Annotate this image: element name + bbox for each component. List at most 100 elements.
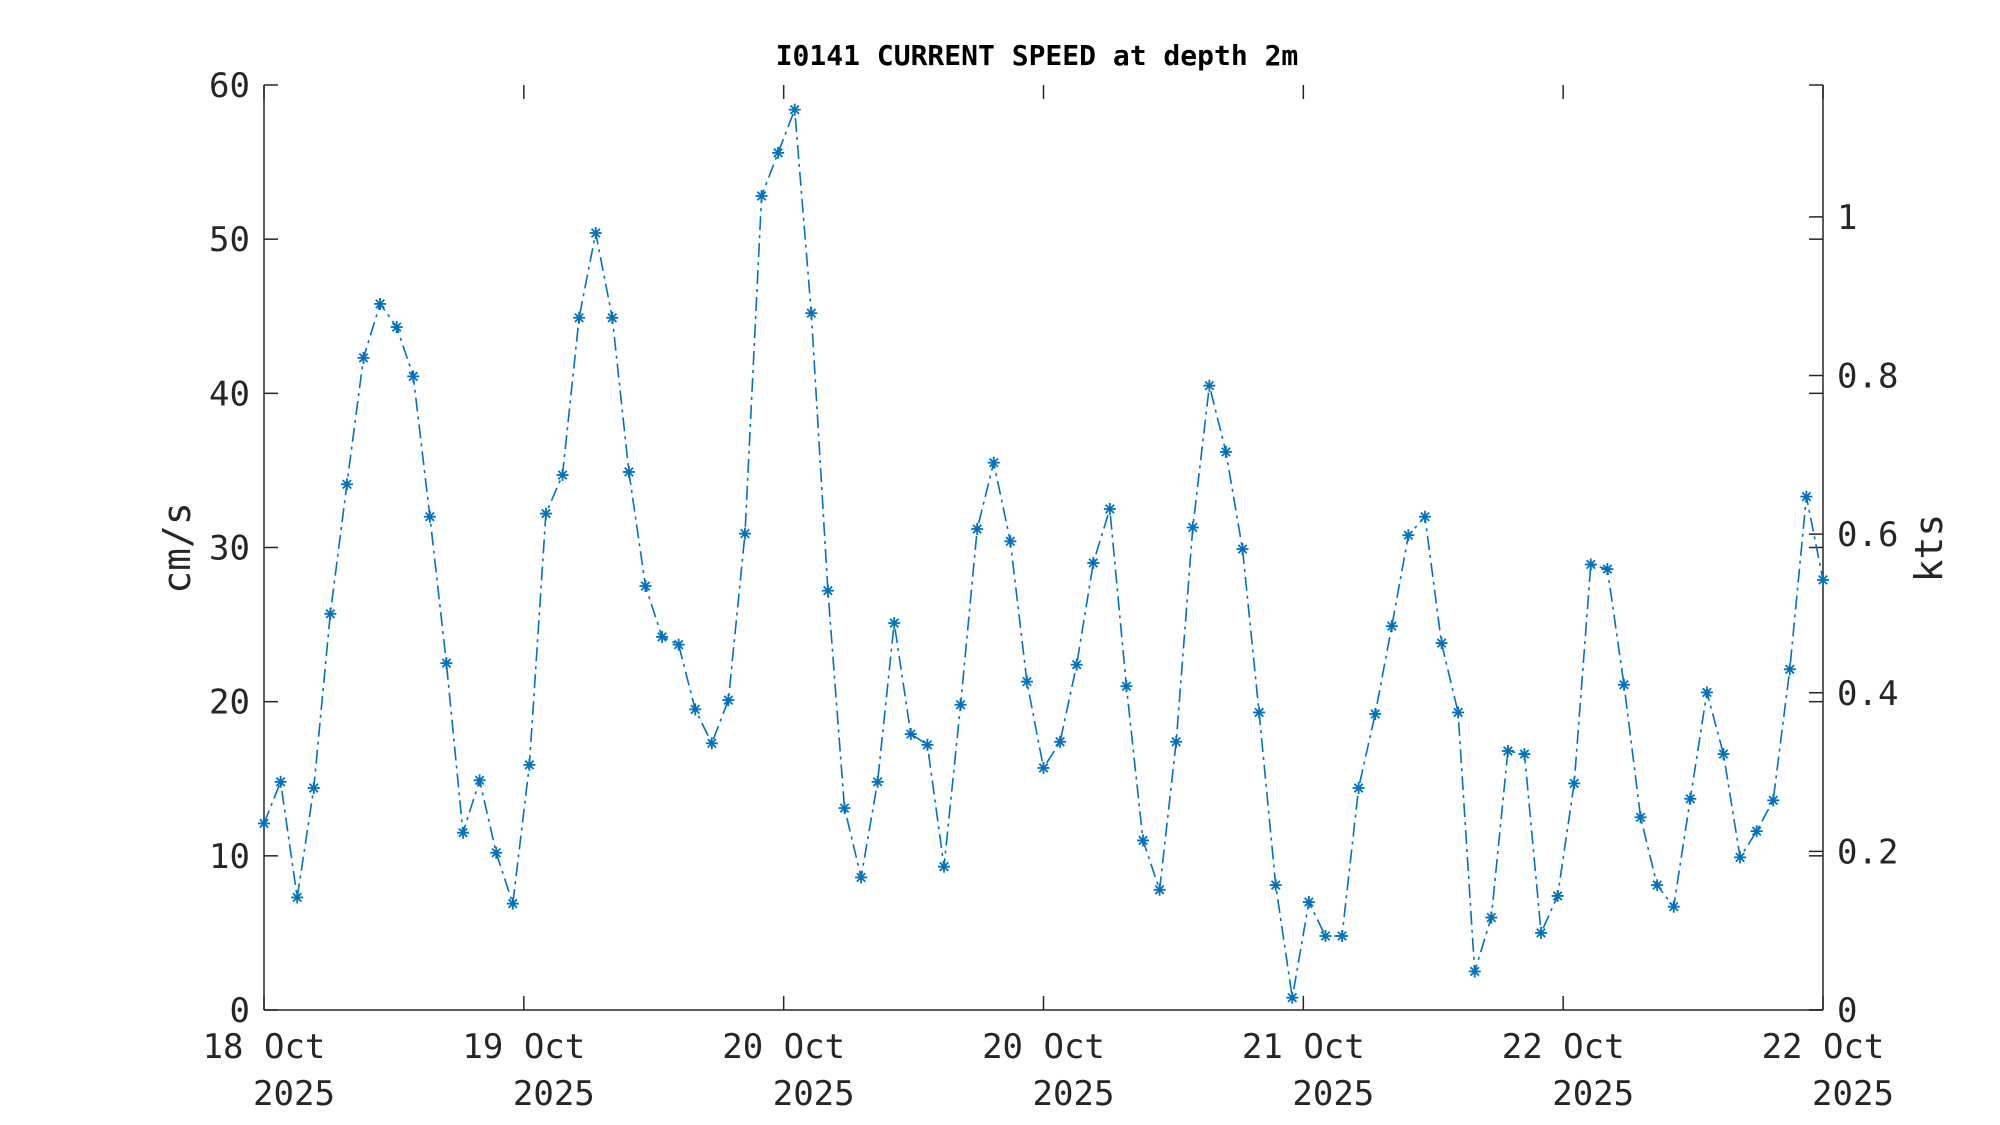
y-tick-label: 50: [209, 220, 250, 260]
x-tick-label-date: 22 Oct: [1502, 1027, 1625, 1067]
x-tick-label-date: 20 Oct: [982, 1027, 1105, 1067]
data-point-marker: [971, 523, 984, 535]
data-point-marker: [473, 774, 486, 787]
data-point-marker: [1286, 991, 1299, 1004]
data-point-marker: [606, 311, 619, 324]
data-point-marker: [1817, 573, 1829, 586]
axes: [263, 85, 1824, 1011]
x-tick-label-year: 2025: [513, 1074, 595, 1114]
y-tick-label: 20: [209, 683, 250, 723]
data-point-marker: [1501, 745, 1514, 757]
data-point-marker: [904, 728, 917, 741]
x-tick-label-date: 18 Oct: [203, 1027, 326, 1067]
data-point-marker: [1369, 708, 1382, 720]
x-tick-label-year: 2025: [1552, 1074, 1634, 1114]
data-point-marker: [457, 826, 470, 839]
x-tick-label-year: 2025: [1033, 1074, 1115, 1114]
data-point-marker: [1236, 543, 1249, 556]
right-y-tick-label: 0.4: [1837, 674, 1898, 714]
data-point-marker: [357, 351, 370, 364]
data-point-marker: [1203, 379, 1216, 392]
data-point-marker: [622, 465, 635, 478]
data-point-marker: [738, 527, 751, 540]
data-point-marker: [954, 698, 967, 711]
x-tick-label-date: 21 Oct: [1242, 1027, 1365, 1067]
data-point-marker: [855, 871, 868, 884]
data-point-marker: [921, 738, 934, 751]
data-point-marker: [523, 758, 536, 771]
data-point-marker: [1120, 680, 1133, 693]
data-point-marker: [1137, 834, 1150, 847]
y-axis-label: cm/s: [155, 502, 199, 594]
data-point-marker: [1070, 658, 1083, 671]
y-tick-label: 40: [209, 374, 250, 414]
data-point-marker: [490, 846, 503, 859]
data-point-marker: [1352, 782, 1365, 794]
y-tick-label: 10: [209, 837, 250, 877]
data-point-marker: [1186, 521, 1199, 534]
data-point-marker: [1004, 535, 1017, 548]
data-point-marker: [772, 146, 785, 159]
data-point-marker: [307, 782, 320, 794]
data-point-marker: [1037, 761, 1050, 774]
series-line: [263, 109, 1824, 998]
data-point-marker: [672, 638, 685, 651]
data-point-marker: [423, 510, 436, 523]
data-point-marker: [506, 897, 519, 910]
data-point-marker: [1551, 889, 1564, 902]
right-y-tick-label: 0.2: [1837, 832, 1898, 872]
data-point-marker: [440, 657, 453, 670]
data-point-marker: [689, 703, 702, 716]
data-point-marker: [1319, 930, 1332, 942]
x-tick-label-date: 22 Oct: [1762, 1027, 1885, 1067]
x-axis-ticks: 18 Oct 2025 19 Oct 2025 20 Oct 2025 20 Oct 2025…: [203, 85, 1894, 1114]
y-axis-ticks: 0 10 20 30 40 50 60: [209, 66, 1823, 1031]
data-point-marker: [1634, 811, 1647, 824]
x-tick-label-year: 2025: [1292, 1074, 1374, 1114]
data-point-marker: [390, 321, 403, 334]
data-point-marker: [1767, 794, 1780, 807]
data-point-marker: [1700, 686, 1713, 699]
data-point-marker: [1020, 675, 1033, 688]
data-point-marker: [1651, 879, 1664, 892]
y-tick-label: 30: [209, 529, 250, 569]
data-point-marker: [722, 694, 735, 707]
data-point-marker: [1485, 911, 1498, 924]
data-point-marker: [705, 737, 718, 750]
data-point-marker: [1518, 748, 1531, 761]
y-tick-label: 60: [209, 66, 250, 106]
data-point-marker: [1054, 735, 1067, 748]
data-point-marker: [1153, 883, 1166, 896]
data-point-marker: [1385, 620, 1398, 633]
data-point-marker: [1535, 926, 1548, 939]
right-y-tick-label: 1: [1837, 198, 1857, 238]
data-point-marker: [1684, 792, 1697, 805]
data-point-marker: [374, 297, 387, 310]
data-point-marker: [1750, 825, 1763, 838]
data-point-marker: [821, 584, 834, 597]
data-point-marker: [1170, 735, 1183, 748]
data-point-marker: [1418, 510, 1431, 523]
data-point-marker: [1667, 900, 1680, 913]
right-y-axis-label: kts: [1907, 514, 1951, 583]
data-point-marker: [1783, 663, 1796, 676]
data-point-marker: [1435, 637, 1448, 650]
data-point-marker: [1253, 706, 1266, 719]
data-point-marker: [1302, 896, 1315, 909]
data-point-marker: [340, 478, 353, 491]
data-point-marker: [937, 860, 950, 873]
data-point-marker: [274, 775, 287, 788]
data-point-marker: [1717, 748, 1730, 761]
x-tick-label-year: 2025: [1812, 1074, 1894, 1114]
data-point-marker: [1336, 930, 1349, 942]
data-point-marker: [1734, 851, 1747, 864]
data-point-marker: [755, 190, 768, 202]
data-point-marker: [788, 103, 801, 116]
right-y-tick-label: 0.8: [1837, 357, 1898, 397]
data-point-marker: [1601, 563, 1614, 576]
right-y-tick-label: 0.6: [1837, 515, 1898, 555]
data-point-marker: [1452, 706, 1465, 719]
series-current-speed: [258, 103, 1829, 1004]
